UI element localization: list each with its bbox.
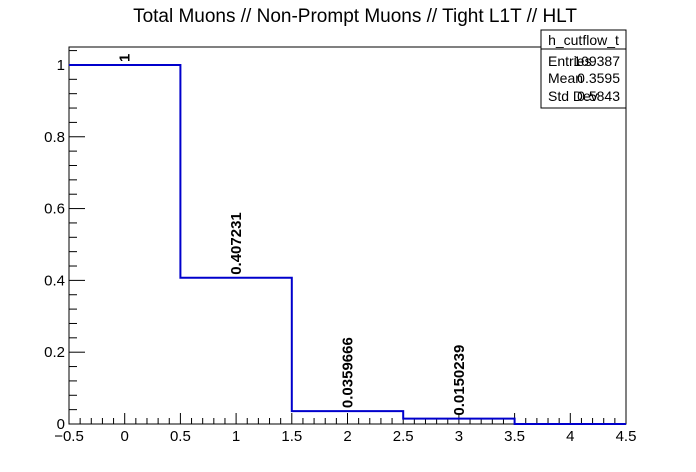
histogram-series — [69, 63, 626, 425]
histogram-step-line — [69, 63, 626, 425]
x-tick-label: 4 — [566, 428, 574, 445]
y-tick-label: 1 — [57, 57, 65, 74]
x-tick-label: 0 — [121, 428, 129, 445]
stats-mean-label: Mean — [548, 70, 583, 86]
y-tick-label: 0 — [57, 416, 65, 433]
x-tick-label: −0.5 — [54, 428, 84, 445]
x-axis: −0.5 0 0.5 1 1.5 2 2.5 3 3.5 4 4.5 — [54, 413, 636, 445]
stats-stddev-label: Std Dev — [548, 88, 598, 104]
bin-value-label: 0.0150239 — [451, 345, 468, 416]
stats-entries-value: 109387 — [573, 53, 620, 69]
stats-stddev-value: 0.5843 — [577, 88, 620, 104]
bin-value-label: 1 — [117, 54, 134, 62]
x-tick-label: 3 — [455, 428, 463, 445]
y-tick-label: 0.2 — [44, 344, 65, 361]
x-tick-label: 4.5 — [616, 428, 637, 445]
stats-entries-label: Entries — [548, 53, 592, 69]
bin-value-label: 0.0359666 — [340, 337, 357, 408]
stats-box-frame — [540, 29, 627, 109]
bin-value-label: 0.407231 — [228, 212, 245, 275]
x-tick-label: 2 — [343, 428, 351, 445]
bin-labels: 1 0.407231 0.0359666 0.0150239 — [117, 54, 468, 416]
x-tick-label: 1.5 — [281, 428, 302, 445]
y-tick-label: 0.6 — [44, 201, 65, 218]
y-tick-label: 0.8 — [44, 129, 65, 146]
x-tick-label: 1 — [232, 428, 240, 445]
stats-box-title: h_cutflow_t — [548, 32, 619, 48]
chart-title: Total Muons // Non-Prompt Muons // Tight… — [133, 6, 577, 27]
y-axis: 0 0.2 0.4 0.6 0.8 1 — [44, 50, 85, 433]
stats-box: h_cutflow_t Entries 109387 Mean 0.3595 S… — [540, 29, 627, 109]
x-tick-label: 3.5 — [504, 428, 525, 445]
stats-mean-value: 0.3595 — [577, 70, 620, 86]
x-tick-label: 0.5 — [170, 428, 191, 445]
y-tick-label: 0.4 — [44, 272, 65, 289]
x-tick-label: 2.5 — [393, 428, 414, 445]
